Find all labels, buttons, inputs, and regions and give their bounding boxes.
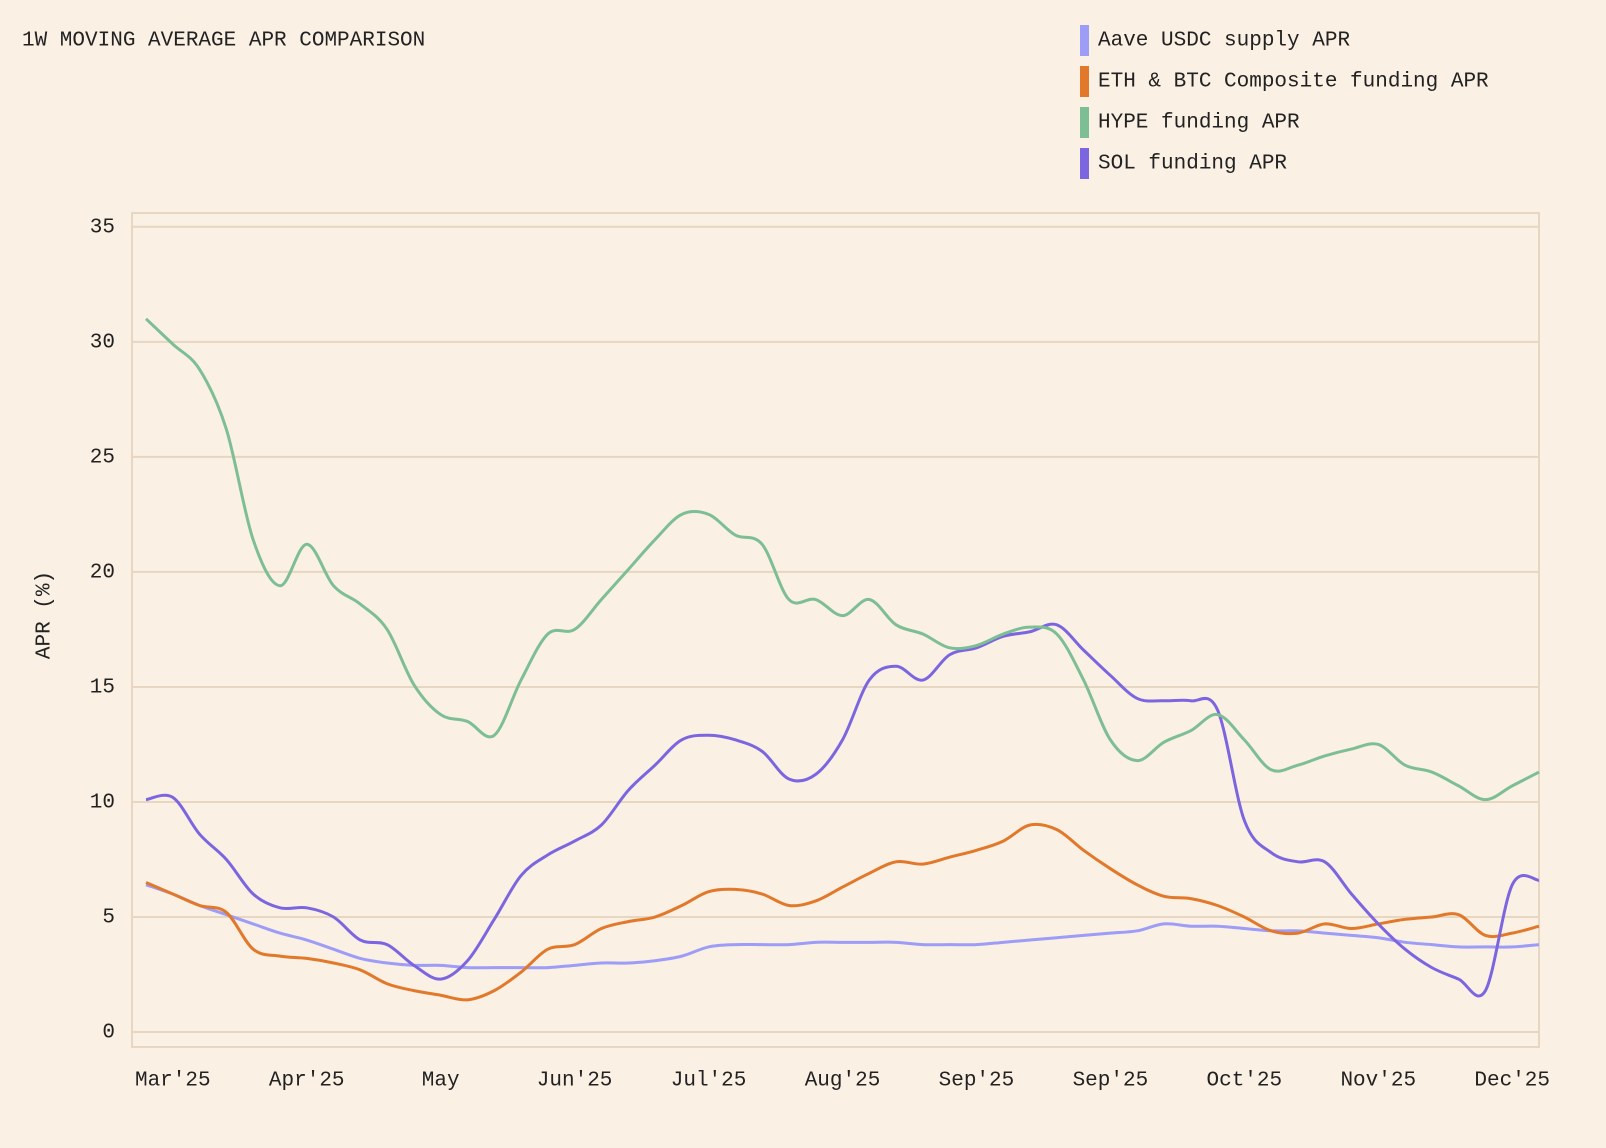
legend-label: Aave USDC supply APR — [1098, 30, 1350, 53]
y-tick-label: 35 — [90, 216, 115, 239]
chart-title: 1W MOVING AVERAGE APR COMPARISON — [22, 30, 425, 53]
x-tick-label: Sep'25 — [939, 1070, 1015, 1093]
y-tick-label: 20 — [90, 561, 115, 584]
y-tick-label: 25 — [90, 446, 115, 469]
y-tick-label: 15 — [90, 676, 115, 699]
legend-swatch — [1080, 107, 1089, 138]
legend-swatch — [1080, 66, 1089, 97]
legend-label: HYPE funding APR — [1098, 112, 1300, 135]
legend-swatch — [1080, 25, 1089, 56]
x-tick-label: Mar'25 — [135, 1070, 211, 1093]
series-line — [145, 622, 1540, 998]
y-tick-label: 30 — [90, 331, 115, 354]
series-line — [144, 317, 1540, 802]
x-tick-label: Aug'25 — [805, 1070, 881, 1093]
legend-label: SOL funding APR — [1098, 153, 1287, 176]
y-tick-label: 0 — [102, 1022, 115, 1045]
x-tick-label: Sep'25 — [1073, 1070, 1149, 1093]
x-tick-label: Oct'25 — [1207, 1070, 1283, 1093]
x-tick-label: Jul'25 — [671, 1070, 747, 1093]
x-tick-label: Dec'25 — [1474, 1070, 1550, 1093]
y-tick-label: 10 — [90, 792, 115, 815]
y-axis-label: APR (%) — [34, 571, 57, 659]
x-tick-label: May — [422, 1070, 460, 1093]
legend-swatch — [1080, 148, 1089, 179]
series-line — [145, 822, 1540, 1002]
x-tick-label: Nov'25 — [1340, 1070, 1416, 1093]
plot-frame — [131, 212, 1540, 1048]
x-tick-label: Jun'25 — [537, 1070, 613, 1093]
legend-label: ETH & BTC Composite funding APR — [1098, 71, 1489, 94]
x-tick-label: Apr'25 — [269, 1070, 345, 1093]
y-tick-label: 5 — [102, 907, 115, 930]
